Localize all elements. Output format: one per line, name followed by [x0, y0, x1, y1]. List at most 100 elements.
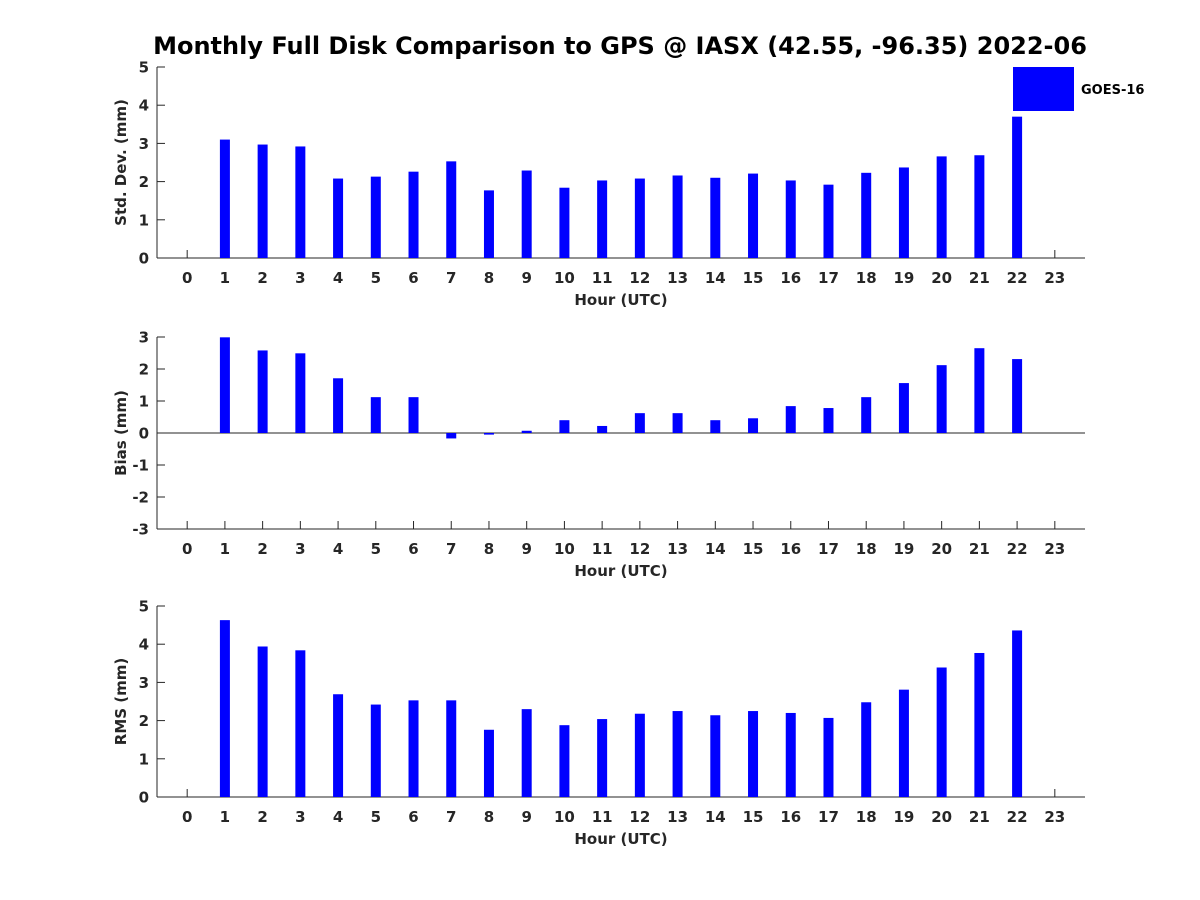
bar-hour-11 — [597, 180, 608, 258]
bar-hour-14 — [710, 420, 721, 433]
x-tick-label: 9 — [521, 269, 531, 287]
y-tick-label: 0 — [139, 250, 149, 268]
bar-hour-16 — [785, 180, 796, 258]
x-tick-label: 18 — [856, 540, 877, 558]
x-tick-label: 21 — [969, 808, 990, 826]
x-tick-label: 15 — [743, 269, 764, 287]
y-axis-label: Std. Dev. (mm) — [112, 99, 130, 226]
bar-hour-14 — [710, 177, 721, 258]
legend-swatch — [1013, 67, 1074, 111]
x-tick-label: 10 — [554, 808, 575, 826]
x-tick-label: 7 — [446, 808, 456, 826]
x-tick-label: 3 — [295, 269, 305, 287]
x-tick-label: 23 — [1044, 269, 1065, 287]
x-tick-label: 20 — [931, 269, 952, 287]
bar-hour-1 — [219, 139, 230, 258]
x-tick-label: 11 — [592, 808, 613, 826]
bar-hour-2 — [257, 144, 268, 258]
y-tick-label: -2 — [132, 489, 149, 507]
bar-hour-22 — [1012, 116, 1023, 258]
x-tick-label: 8 — [484, 540, 494, 558]
bar-hour-18 — [861, 172, 872, 258]
bar-hour-17 — [823, 717, 834, 797]
y-tick-label: 5 — [139, 59, 149, 77]
x-tick-label: 16 — [780, 808, 801, 826]
x-tick-label: 13 — [667, 540, 688, 558]
y-tick-label: 2 — [139, 712, 149, 730]
x-tick-label: 0 — [182, 540, 192, 558]
bar-hour-20 — [936, 667, 947, 797]
x-tick-label: 23 — [1044, 808, 1065, 826]
x-tick-label: 3 — [295, 540, 305, 558]
bar-hour-16 — [785, 406, 796, 433]
y-axis-label: Bias (mm) — [112, 390, 130, 476]
bar-hour-9 — [521, 430, 532, 433]
legend-label: GOES-16 — [1081, 83, 1144, 98]
x-tick-label: 21 — [969, 540, 990, 558]
x-tick-label: 12 — [629, 269, 650, 287]
bar-hour-17 — [823, 408, 834, 433]
x-tick-label: 14 — [705, 540, 726, 558]
y-tick-label: 3 — [139, 329, 149, 347]
x-tick-label: 5 — [371, 269, 381, 287]
y-tick-label: 2 — [139, 173, 149, 191]
y-tick-label: 0 — [139, 425, 149, 443]
x-tick-label: 14 — [705, 269, 726, 287]
bar-hour-10 — [559, 725, 570, 797]
bar-hour-6 — [408, 171, 419, 258]
x-tick-label: 19 — [893, 540, 914, 558]
bar-hour-21 — [974, 348, 985, 433]
x-tick-label: 13 — [667, 808, 688, 826]
bar-hour-5 — [370, 704, 381, 797]
x-tick-label: 4 — [333, 269, 343, 287]
bar-hour-22 — [1012, 630, 1023, 797]
bar-hour-18 — [861, 702, 872, 797]
bar-hour-11 — [597, 425, 608, 433]
bar-hour-3 — [295, 353, 306, 433]
x-tick-label: 15 — [743, 540, 764, 558]
y-axis-label: RMS (mm) — [112, 658, 130, 745]
bar-hour-5 — [370, 397, 381, 433]
bar-hour-13 — [672, 711, 683, 797]
bar-hour-7 — [446, 161, 457, 258]
bar-hour-4 — [333, 378, 344, 433]
y-tick-label: 1 — [139, 750, 149, 768]
x-tick-label: 12 — [629, 540, 650, 558]
x-tick-label: 20 — [931, 540, 952, 558]
bar-hour-8 — [483, 433, 494, 435]
x-tick-label: 6 — [408, 269, 418, 287]
x-tick-label: 22 — [1007, 540, 1028, 558]
x-tick-label: 19 — [893, 808, 914, 826]
bar-hour-20 — [936, 156, 947, 258]
x-tick-label: 9 — [521, 808, 531, 826]
x-tick-label: 20 — [931, 808, 952, 826]
x-tick-label: 17 — [818, 540, 839, 558]
x-tick-label: 1 — [220, 269, 230, 287]
bar-hour-15 — [748, 711, 759, 797]
x-tick-label: 11 — [592, 540, 613, 558]
bar-hour-10 — [559, 420, 570, 433]
x-axis-label: Hour (UTC) — [574, 562, 667, 580]
chart-title: Monthly Full Disk Comparison to GPS @ IA… — [153, 32, 1087, 60]
x-tick-label: 6 — [408, 540, 418, 558]
bar-hour-18 — [861, 397, 872, 433]
bar-hour-7 — [446, 700, 457, 797]
x-tick-label: 7 — [446, 269, 456, 287]
bar-hour-15 — [748, 418, 759, 433]
x-tick-label: 4 — [333, 808, 343, 826]
x-tick-label: 21 — [969, 269, 990, 287]
x-tick-label: 23 — [1044, 540, 1065, 558]
x-axis-label: Hour (UTC) — [574, 830, 667, 848]
x-tick-label: 22 — [1007, 269, 1028, 287]
y-tick-label: 4 — [139, 636, 149, 654]
x-tick-label: 1 — [220, 540, 230, 558]
bar-hour-6 — [408, 397, 419, 433]
x-tick-label: 18 — [856, 808, 877, 826]
y-tick-label: -1 — [132, 457, 149, 475]
bar-hour-7 — [446, 433, 457, 439]
x-tick-label: 6 — [408, 808, 418, 826]
bar-hour-19 — [898, 167, 909, 258]
